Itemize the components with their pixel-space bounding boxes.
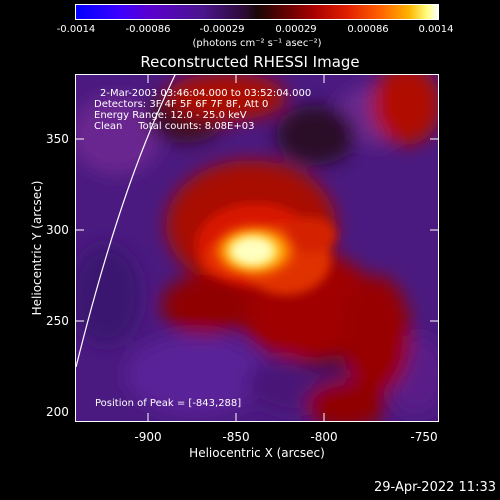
y-tick-label: 250 xyxy=(46,314,69,328)
info-time-range: 2-Mar-2003 03:46:04.000 to 03:52:04.000 xyxy=(100,88,312,99)
x-tick-label: -850 xyxy=(222,430,250,444)
colorbar xyxy=(75,4,439,20)
info-energy-range: Energy Range: 12.0 - 25.0 keV xyxy=(94,110,247,121)
x-tick-label: -800 xyxy=(310,430,338,444)
image-title: Reconstructed RHESSI Image xyxy=(140,53,360,71)
y-tick-label: 300 xyxy=(46,223,69,237)
rhessi-image xyxy=(76,75,438,421)
y-tick-label: 350 xyxy=(46,132,69,146)
x-axis-label: Heliocentric X (arcsec) xyxy=(189,446,325,460)
peak-position-label: Position of Peak = [-843,288] xyxy=(95,398,242,409)
colorbar-tick: -0.00086 xyxy=(125,24,171,35)
info-detectors: Detectors: 3F 4F 5F 6F 7F 8F, Att 0 xyxy=(94,99,269,110)
colorbar-tick: 0.00029 xyxy=(275,24,317,35)
timestamp: 29-Apr-2022 11:33 xyxy=(374,480,496,495)
info-clean-counts: Clean Total counts: 8.08E+03 xyxy=(94,121,255,132)
colorbar-tick: -0.0014 xyxy=(56,24,96,35)
colorbar-tick: -0.00029 xyxy=(199,24,245,35)
colorbar-tick: 0.0014 xyxy=(418,24,454,35)
solar-limb-line xyxy=(76,75,176,368)
x-tick-label: -750 xyxy=(410,430,438,444)
y-axis-label: Heliocentric Y (arcsec) xyxy=(30,180,44,316)
colorbar-tick: 0.00086 xyxy=(347,24,389,35)
colorbar-unit-label: (photons cm⁻² s⁻¹ asec⁻²) xyxy=(192,38,322,49)
y-tick-label: 200 xyxy=(46,405,69,419)
x-tick-label: -900 xyxy=(134,430,162,444)
rhessi-image-plot xyxy=(75,74,439,422)
